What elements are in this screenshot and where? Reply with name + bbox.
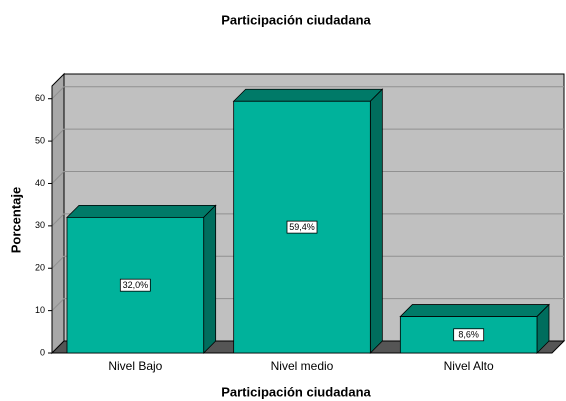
x-tick-label: Nivel Alto bbox=[444, 359, 494, 373]
value-label-box bbox=[453, 328, 485, 342]
value-label-box bbox=[286, 220, 318, 234]
y-tick-label: 50 bbox=[35, 135, 45, 145]
grid-line bbox=[51, 255, 564, 269]
value-label: 8,6% bbox=[458, 330, 479, 340]
grid-line bbox=[51, 128, 564, 142]
y-tick-label: 40 bbox=[35, 178, 45, 188]
value-label: 59,4% bbox=[289, 222, 315, 232]
bar-top bbox=[66, 204, 217, 218]
y-tick-label: 10 bbox=[35, 305, 45, 315]
bar-side bbox=[203, 204, 217, 354]
x-tick-label: Nivel Bajo bbox=[108, 359, 162, 373]
y-tick-label: 0 bbox=[40, 347, 45, 357]
grid-line bbox=[51, 170, 564, 184]
bar-side bbox=[369, 88, 383, 354]
value-label-box bbox=[119, 278, 151, 292]
value-label: 32,0% bbox=[123, 280, 149, 290]
chart-title: Participación ciudadana bbox=[221, 12, 371, 27]
bar-top bbox=[399, 304, 550, 317]
x-axis-label: Participación ciudadana bbox=[221, 384, 371, 399]
y-tick-label: 60 bbox=[35, 93, 45, 103]
y-tick-label: 20 bbox=[35, 263, 45, 273]
bar-top bbox=[232, 88, 384, 102]
x-tick-label: Nivel medio bbox=[271, 359, 334, 373]
side-wall bbox=[51, 72, 65, 355]
y-tick-label: 30 bbox=[35, 220, 45, 230]
grid-line bbox=[51, 213, 564, 227]
y-axis-label: Porcentaje bbox=[8, 187, 23, 253]
grid-line bbox=[51, 298, 564, 311]
grid-line bbox=[51, 86, 564, 100]
